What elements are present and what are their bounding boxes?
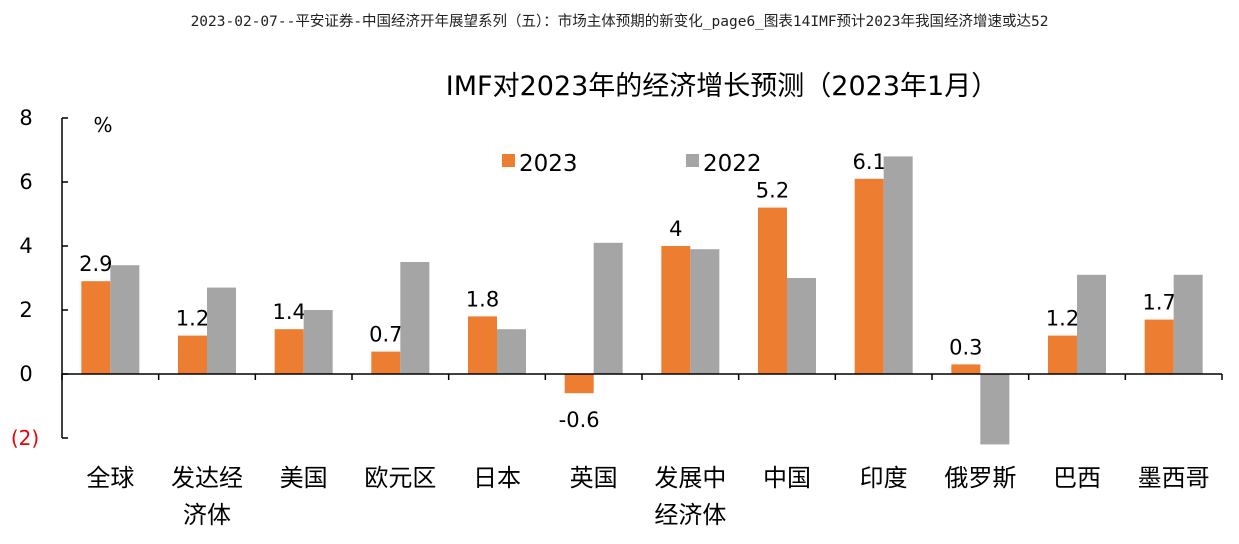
data-label: 5.2 xyxy=(756,179,789,203)
data-label: 0.3 xyxy=(949,335,982,359)
x-category-label: 济体 xyxy=(183,501,231,529)
bar-2022-6 xyxy=(690,249,720,374)
bar-2023-9 xyxy=(951,364,981,374)
x-category-label: 美国 xyxy=(280,464,328,492)
x-category-label: 印度 xyxy=(860,464,908,492)
bar-2023-10 xyxy=(1048,335,1077,374)
data-label: 1.8 xyxy=(466,287,499,311)
x-category-label: 俄罗斯 xyxy=(944,464,1016,492)
y-tick-label: 8 xyxy=(19,106,32,130)
x-category-label: 墨西哥 xyxy=(1138,464,1210,492)
bar-2022-5 xyxy=(593,242,623,374)
x-category-label: 发展中 xyxy=(654,464,726,492)
bar-2023-5 xyxy=(564,374,594,394)
data-label: 1.2 xyxy=(176,307,209,331)
bar-2022-9 xyxy=(980,374,1010,445)
legend: 2023 2022 xyxy=(502,151,762,177)
bar-2023-3 xyxy=(371,351,401,374)
data-label: -0.6 xyxy=(559,408,600,432)
data-label: 0.7 xyxy=(369,323,402,347)
bar-2023-0 xyxy=(81,281,111,374)
data-label: 2.9 xyxy=(79,252,112,276)
bars: 2.9 1.2 1.4 0.7 1.8 -0.6 4 5.2 6.1 0.3 1.2 1.7 xyxy=(79,150,1203,445)
bar-2022-1 xyxy=(207,287,236,374)
bar-2022-8 xyxy=(883,156,913,374)
bar-2022-0 xyxy=(110,265,140,374)
x-category-label: 全球 xyxy=(86,464,134,492)
data-label: 4 xyxy=(669,217,682,241)
y-tick-label: 2 xyxy=(19,298,32,322)
bar-2022-11 xyxy=(1173,274,1203,374)
bar-2023-2 xyxy=(274,329,304,374)
x-category-label: 发达经 xyxy=(171,464,243,492)
y-tick-label: 6 xyxy=(19,170,32,194)
data-label: 1.4 xyxy=(272,300,305,324)
legend-swatch-2022 xyxy=(686,154,699,167)
x-category-label: 巴西 xyxy=(1053,464,1101,492)
y-tick-label: (2) xyxy=(11,426,39,450)
bar-2022-3 xyxy=(400,262,430,374)
x-category-label: 中国 xyxy=(763,464,811,492)
bar-2022-2 xyxy=(303,310,333,374)
data-label: 1.7 xyxy=(1142,291,1175,315)
y-tick-label: 0 xyxy=(19,362,32,386)
legend-swatch-2023 xyxy=(502,154,515,167)
x-category-label: 欧元区 xyxy=(364,464,436,492)
bar-2023-7 xyxy=(758,207,787,374)
chart-title: IMF对2023年的经济增长预测（2023年1月） xyxy=(446,71,998,102)
legend-label-2023: 2023 xyxy=(519,151,578,177)
y-tick-label: 4 xyxy=(19,234,32,258)
bar-2022-7 xyxy=(787,278,816,374)
x-category-label: 经济体 xyxy=(654,501,726,529)
bar-2023-1 xyxy=(178,335,207,374)
bar-2023-6 xyxy=(661,246,691,374)
x-category-label: 日本 xyxy=(473,464,521,492)
bar-2023-8 xyxy=(854,178,884,374)
bar-2022-4 xyxy=(497,329,526,374)
legend-label-2022: 2022 xyxy=(703,151,762,177)
y-axis: 8 6 4 2 0 (2) xyxy=(11,106,68,450)
data-label: 6.1 xyxy=(852,150,885,174)
bar-2022-10 xyxy=(1077,274,1106,374)
bar-2023-11 xyxy=(1144,319,1174,374)
unit-label: % xyxy=(93,113,112,137)
data-label: 1.2 xyxy=(1046,307,1079,331)
x-category-label: 英国 xyxy=(570,464,618,492)
bar-2023-4 xyxy=(468,316,497,374)
page-header: 2023-02-07--平安证券-中国经济开年展望系列（五）：市场主体预期的新变… xyxy=(190,14,1049,30)
